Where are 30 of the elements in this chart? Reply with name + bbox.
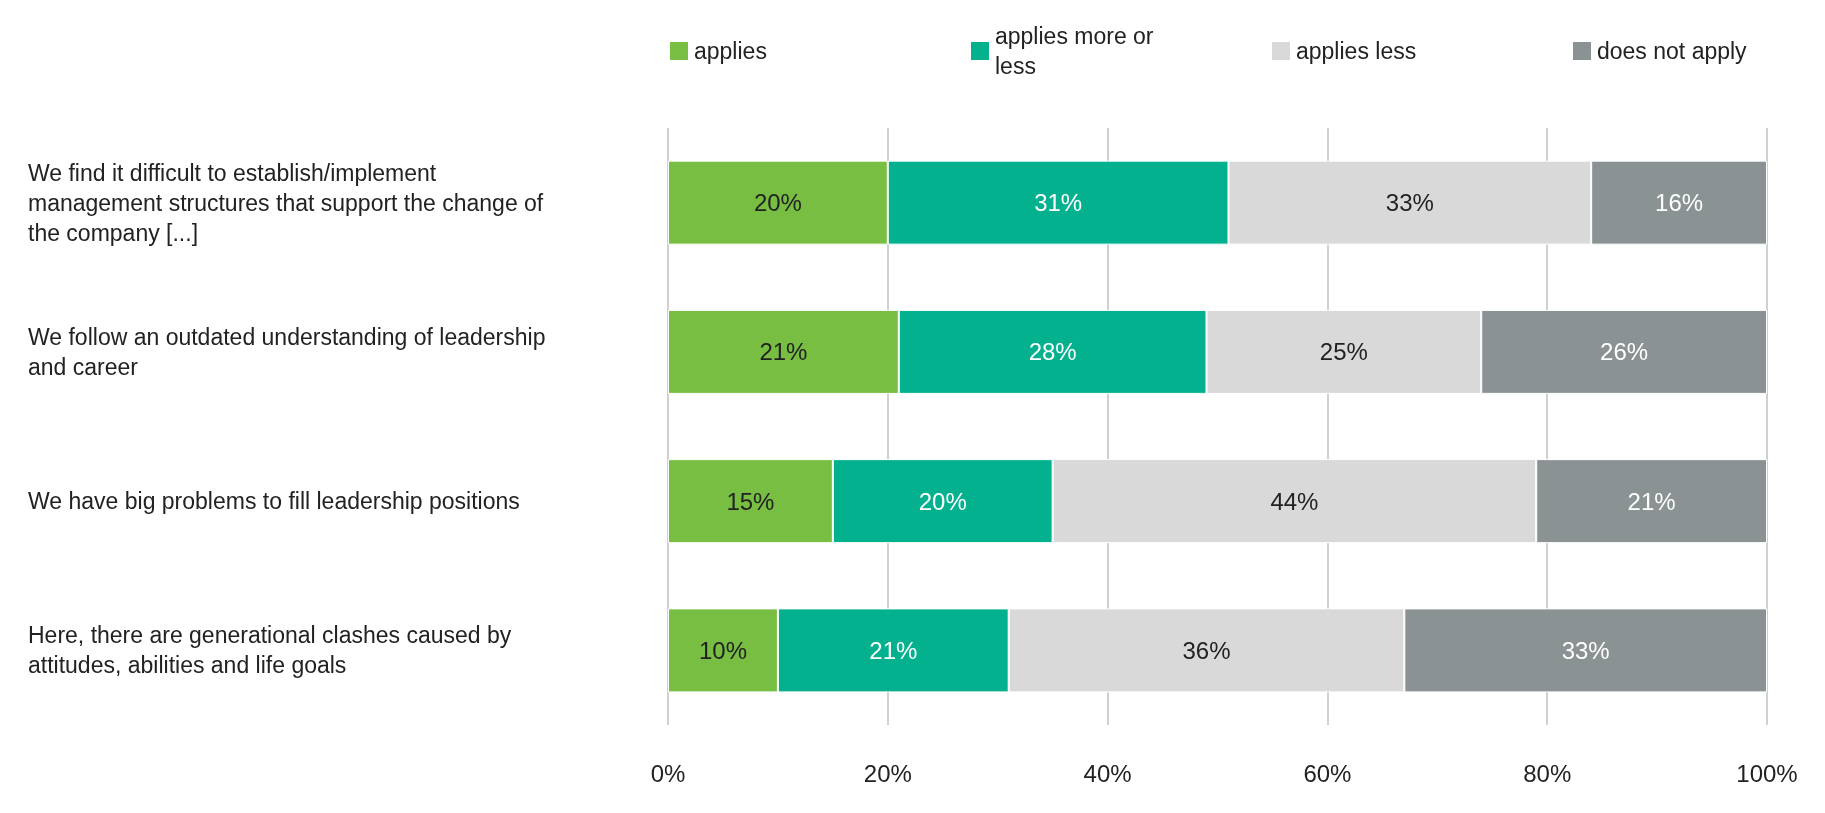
data-label: 10% xyxy=(698,636,747,664)
data-label: 28% xyxy=(1028,338,1077,366)
data-label: 21% xyxy=(759,338,808,366)
y-tick-label: We follow an outdated understanding of leadership and career xyxy=(28,323,552,380)
legend-label: does not apply xyxy=(1597,38,1748,64)
data-label: 36% xyxy=(1182,636,1231,664)
data-label: 26% xyxy=(1600,338,1649,366)
data-label: 16% xyxy=(1655,189,1704,217)
y-tick-label: We find it difficult to establish/implement management structures that support the change of the company [...] xyxy=(28,159,550,246)
data-label: 31% xyxy=(1034,189,1083,217)
legend-label: applies xyxy=(694,38,767,64)
data-label: 21% xyxy=(869,636,918,664)
data-label: 33% xyxy=(1385,189,1434,217)
x-tick-label: 60% xyxy=(1303,759,1352,787)
x-tick-label: 20% xyxy=(863,759,912,787)
legend-label: applies less xyxy=(1296,38,1417,64)
data-label: 33% xyxy=(1561,636,1610,664)
data-label: 20% xyxy=(753,189,802,217)
y-tick-label: Here, there are generational clashes caused by attitudes, abilities and life goals xyxy=(28,622,518,679)
x-tick-label: 0% xyxy=(650,759,686,787)
data-label: 15% xyxy=(726,487,775,515)
data-label: 25% xyxy=(1319,338,1368,366)
data-label: 21% xyxy=(1627,487,1676,515)
x-tick-label: 40% xyxy=(1083,759,1132,787)
data-label: 44% xyxy=(1270,487,1319,515)
x-tick-label: 100% xyxy=(1736,759,1798,787)
y-tick-label: We have big problems to fill leadership positions xyxy=(28,488,520,515)
legend-label: applies more or less xyxy=(995,23,1160,79)
data-label: 20% xyxy=(918,487,967,515)
x-tick-label: 80% xyxy=(1523,759,1572,787)
